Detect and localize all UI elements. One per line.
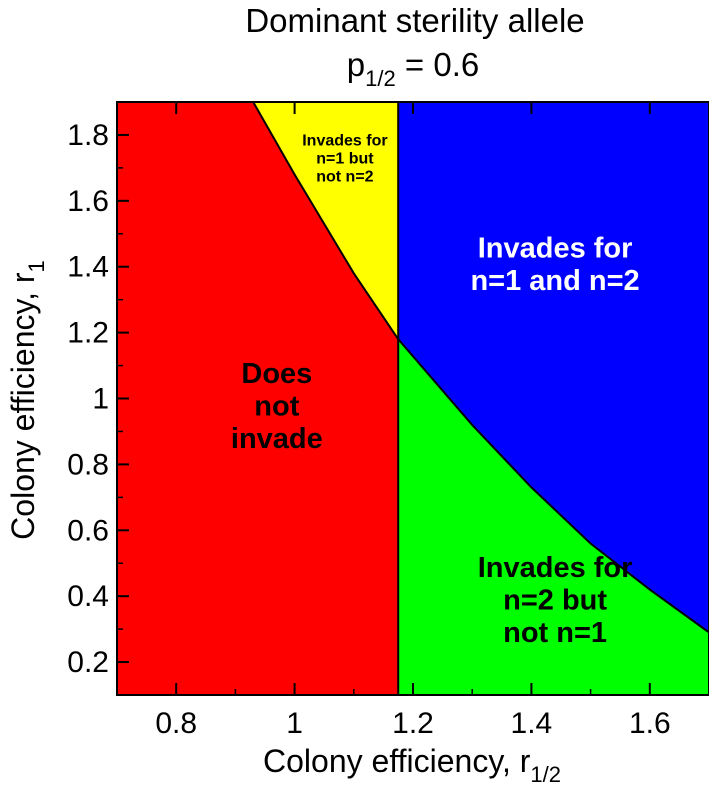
x-axis-title-subscript: 1/2	[530, 762, 561, 787]
plot-regions	[117, 102, 709, 695]
region-label-line: Does	[241, 358, 312, 390]
y-tick-label: 0.2	[67, 646, 109, 679]
x-tick-label: 0.8	[155, 707, 197, 740]
y-axis-ticks: 0.2 0.4 0.6 0.8 1 1.2 1.4 1.6 1.8	[67, 101, 129, 696]
region-label-line: not n=1	[503, 617, 607, 649]
x-tick-label: 1.4	[511, 707, 553, 740]
region-label-line: Invades for	[478, 232, 633, 264]
region-label-line: n=1 but	[316, 151, 374, 168]
y-axis-title-base: Colony efficiency, r	[5, 272, 41, 540]
x-axis-title: Colony efficiency, r1/2	[263, 743, 561, 787]
region-label-line: not	[254, 390, 299, 422]
y-axis-title: Colony efficiency, r1	[5, 260, 49, 540]
x-tick-label: 1.6	[629, 707, 671, 740]
y-tick-label: 1.2	[67, 317, 109, 350]
y-tick-label: 1.8	[67, 119, 109, 152]
region-label-does-not-invade: Does not invade	[231, 358, 323, 455]
region-label-line: invade	[231, 423, 323, 455]
y-tick-label: 0.8	[67, 448, 109, 481]
region-label-n2-not-n1: Invades for n=2 but not n=1	[478, 552, 633, 649]
subtitle-subscript: 1/2	[365, 66, 396, 91]
region-label-n1-and-n2: Invades for n=1 and n=2	[470, 232, 639, 297]
plot-boundaries	[252, 101, 709, 695]
x-tick-label: 1	[286, 707, 303, 740]
y-tick-label: 1	[92, 383, 109, 416]
subtitle-base: p	[347, 46, 365, 83]
subtitle-suffix: = 0.6	[396, 46, 479, 83]
chart-subtitle: p1/2 = 0.6	[347, 46, 479, 91]
y-tick-label: 0.4	[67, 580, 109, 613]
y-axis-title-subscript: 1	[24, 260, 49, 272]
region-label-line: not n=2	[316, 169, 373, 186]
region-label-line: n=2 but	[503, 585, 607, 617]
y-tick-label: 0.6	[67, 514, 109, 547]
x-tick-label: 1.2	[392, 707, 434, 740]
x-axis-ticks: 0.8 1 1.2 1.4 1.6	[116, 102, 709, 740]
region-label-line: Invades for	[302, 133, 387, 150]
x-axis-title-base: Colony efficiency, r	[263, 743, 531, 779]
chart-title: Dominant sterility allele	[245, 2, 584, 39]
region-label-line: Invades for	[478, 552, 633, 584]
boundary-curve	[252, 101, 709, 634]
y-tick-label: 1.6	[67, 185, 109, 218]
y-tick-label: 1.4	[67, 251, 109, 284]
region-label-n1-not-n2: Invades for n=1 but not n=2	[302, 133, 387, 186]
region-label-line: n=1 and n=2	[470, 265, 639, 297]
region-n1-and-n2	[398, 102, 709, 633]
region-n1-not-n2	[253, 102, 399, 340]
